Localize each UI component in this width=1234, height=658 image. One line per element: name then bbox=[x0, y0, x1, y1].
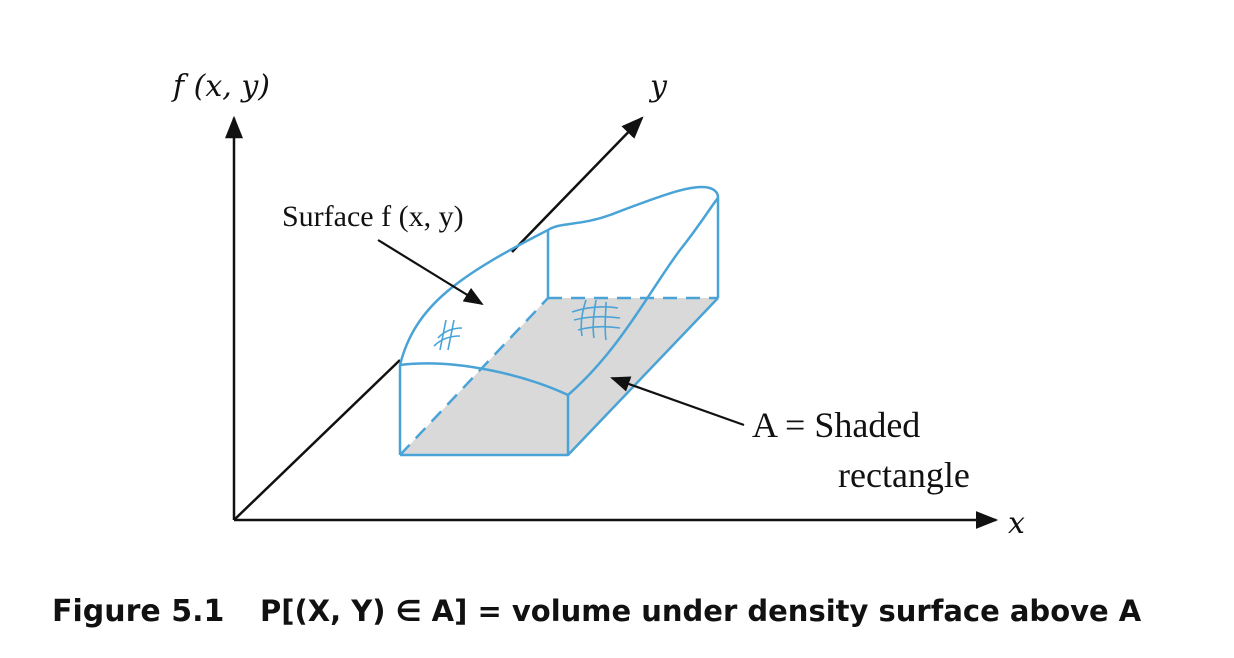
x-axis-label: x bbox=[1008, 506, 1025, 541]
hidden-edges bbox=[399, 296, 718, 456]
caption-number: Figure 5.1 bbox=[52, 594, 224, 629]
surface-pointer-arrow bbox=[377, 239, 484, 306]
surface-grid-marks bbox=[433, 299, 621, 351]
region-pointer-arrow bbox=[610, 376, 745, 427]
y-axis-upper bbox=[511, 116, 644, 253]
shaded-region-a bbox=[400, 298, 718, 455]
y-axis-label: y bbox=[648, 69, 668, 104]
y-axis-lower bbox=[233, 359, 401, 521]
region-label-line1: A = Shaded bbox=[752, 405, 920, 445]
z-axis-label: f (x, y) bbox=[171, 69, 270, 104]
region-label-line2: rectangle bbox=[838, 455, 970, 495]
surface-label: Surface f (x, y) bbox=[282, 200, 464, 233]
surface-solid bbox=[398, 185, 720, 457]
caption-text: P[(X, Y) ∈ A] = volume under density sur… bbox=[260, 594, 1142, 628]
